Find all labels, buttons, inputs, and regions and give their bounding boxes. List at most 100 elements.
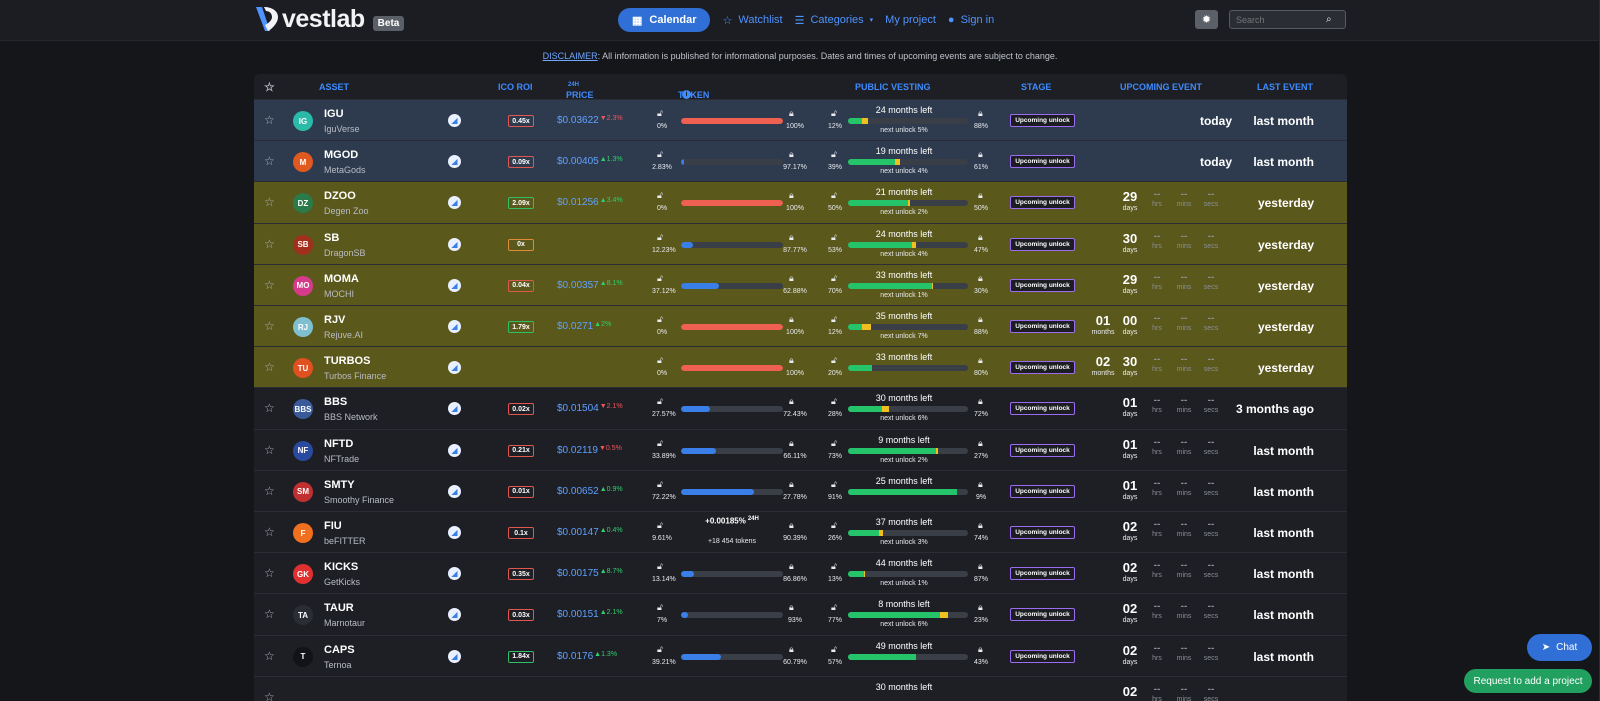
chart-link-icon[interactable]: ◢ [448, 443, 461, 457]
vesting-months-left: 49 months left [875, 640, 933, 651]
token-symbol[interactable]: TAUR [324, 602, 354, 615]
token-symbol[interactable]: CAPS [324, 643, 355, 656]
caret-down-icon: ▾ [869, 17, 874, 24]
chart-link-icon[interactable]: ◢ [448, 484, 461, 498]
token-symbol[interactable]: SMTY [324, 478, 355, 491]
watchlist-star-icon[interactable]: ☆ [264, 319, 275, 333]
upcoming-countdown: 30 days -- hrs -- mins -- secs [1090, 231, 1250, 261]
token-symbol[interactable]: RJV [324, 314, 346, 326]
chart-link-icon[interactable]: ◢ [448, 320, 461, 333]
table-row[interactable]: ☆ IG IGU IguVerse ◢ 0.45x $0.03622▼2.3% 🔓︎ 0% 🔒︎ 1… [254, 99, 1347, 141]
token-logo: TA [293, 605, 313, 626]
table-row[interactable]: ☆ TU TURBOS Turbos Finance ◢ 🔓︎ 0% 🔒︎ 100% 🔓︎ 20% 3… [254, 346, 1347, 389]
watchlist-star-icon[interactable]: ☆ [264, 566, 275, 581]
chart-link-icon[interactable]: ◢ [448, 196, 461, 210]
header-ico-roi[interactable]: ICO ROI [498, 82, 533, 92]
table-row[interactable]: ☆ M MGOD MetaGods ◢ 0.09x $0.00405▲1.3% 🔓︎ 2.83%… [254, 140, 1347, 183]
token-symbol[interactable]: BBS [324, 396, 348, 409]
chart-link-icon[interactable]: ◢ [448, 402, 461, 416]
countdown-value: 30 [1122, 230, 1138, 246]
table-row[interactable]: ☆ NF NFTD NFTrade ◢ 0.21x $0.02119▼0.5% 🔓︎ 33.89… [254, 428, 1347, 471]
table-row[interactable]: ☆ SB SB DragonSB ◢ 0x 🔓︎ 12.23% 🔒︎ 87.77% 🔓︎ 53% 24 … [254, 222, 1347, 265]
token-symbol[interactable]: SB [324, 231, 340, 244]
request-project-button[interactable]: Request to add a project [1464, 669, 1592, 693]
nav-categories[interactable]: ☰ Categories ▾ [795, 14, 874, 27]
unlocked-percent: 39.21% [652, 658, 676, 666]
nav-watchlist[interactable]: ☆ Watchlist [722, 14, 782, 27]
chart-link-icon[interactable]: ◢ [448, 155, 461, 169]
table-row[interactable]: ☆ F FIU beFITTER ◢ 0.1x $0.00147▲0.4% 🔓︎ 9.61% +0… [254, 511, 1347, 553]
info-icon[interactable]: i [682, 90, 691, 99]
nav-sign-in[interactable]: ● Sign in [948, 14, 994, 26]
countdown-label: hrs [1152, 695, 1162, 701]
countdown-label: secs [1203, 366, 1219, 374]
nav-calendar[interactable]: ▦ Calendar [618, 8, 711, 32]
chat-button[interactable]: ➤ Chat [1527, 634, 1592, 661]
header-stage[interactable]: STAGE [1021, 82, 1052, 92]
watchlist-star-icon[interactable]: ☆ [264, 360, 275, 375]
countdown-value: 01 [1122, 395, 1138, 411]
chart-link-icon[interactable]: ◢ [448, 567, 461, 581]
token-symbol[interactable]: FIU [324, 520, 342, 532]
nav-my-project[interactable]: My project [885, 14, 936, 26]
header-price[interactable]: PRICE 24H [566, 82, 594, 100]
watchlist-star-icon[interactable]: ☆ [264, 648, 275, 663]
table-row[interactable]: ☆ BBS BBS BBS Network ◢ 0.02x $0.01504▼2.1% 🔓︎ 2… [254, 387, 1347, 430]
token-symbol[interactable]: DZOO [324, 190, 356, 203]
watchlist-star-icon[interactable]: ☆ [264, 277, 275, 292]
countdown-value: -- [1207, 477, 1215, 489]
table-row[interactable]: ☆ TA TAUR Marnotaur ◢ 0.03x $0.00151▲2.1% 🔓︎ 7% 🔒… [254, 593, 1347, 636]
table-row[interactable]: ☆ DZ DZOO Degen Zoo ◢ 2.09x $0.01256▲3.4% 🔓︎ 0% 🔒… [254, 181, 1347, 224]
search-icon[interactable]: ⌕ [1326, 14, 1332, 25]
token-symbol[interactable]: MGOD [324, 149, 359, 162]
chart-link-icon[interactable]: ◢ [448, 114, 461, 127]
watchlist-star-icon[interactable]: ☆ [264, 154, 275, 169]
upcoming-countdown: 02 days -- hrs -- mins -- secs [1090, 519, 1250, 549]
chart-link-icon[interactable]: ◢ [448, 526, 461, 539]
watchlist-star-icon[interactable]: ☆ [264, 442, 275, 457]
token-symbol[interactable]: MOMA [324, 272, 359, 285]
table-row[interactable]: ☆ MO MOMA MOCHI ◢ 0.04x $0.00357▲8.1% 🔓︎ 37.12% 🔒… [254, 263, 1347, 306]
chart-link-icon[interactable]: ◢ [448, 361, 461, 375]
header-upcoming-event[interactable]: UPCOMING EVENT [1120, 82, 1203, 92]
watchlist-star-icon[interactable]: ☆ [264, 525, 275, 539]
countdown-value: -- [1180, 560, 1188, 572]
watchlist-star-icon[interactable]: ☆ [264, 689, 275, 701]
countdown-unit: -- hrs [1144, 601, 1170, 620]
table-row[interactable]: ☆ RJ RJV Rejuve.AI ◢ 1.79x $0.0271▲2% 🔓︎ 0% 🔒︎ 100… [254, 305, 1347, 347]
table-row[interactable]: ☆ 30 months left 02 -- hrs -- mins -- secs [254, 675, 1347, 701]
table-row[interactable]: ☆ GK KICKS GetKicks ◢ 0.35x $0.00175▲8.7% 🔓︎ 13.… [254, 552, 1347, 595]
countdown-value: -- [1207, 436, 1215, 448]
settings-button[interactable]: ✹ [1195, 10, 1218, 29]
watchlist-star-icon[interactable]: ☆ [264, 401, 275, 416]
header-last-event[interactable]: LAST EVENT [1257, 82, 1314, 92]
token-symbol[interactable]: NFTD [324, 437, 354, 450]
watchlist-star-icon[interactable]: ☆ [264, 195, 275, 210]
table-row[interactable]: ☆ T CAPS Ternoa ◢ 1.84x $0.0176▲1.3% 🔓︎ 39.21% 🔒︎… [254, 634, 1347, 677]
chart-link-icon[interactable]: ◢ [448, 237, 461, 251]
search-input[interactable] [1230, 14, 1326, 25]
token-symbol[interactable]: KICKS [324, 561, 359, 574]
price-value: $0.00147 [557, 527, 599, 538]
token-symbol[interactable]: TURBOS [324, 355, 371, 368]
token-symbol[interactable]: IGU [324, 108, 344, 120]
token-price: $0.00147▲0.4% [557, 527, 623, 538]
chart-link-icon[interactable]: ◢ [448, 649, 461, 663]
watchlist-star-icon[interactable]: ☆ [264, 483, 275, 498]
vestlab-logo[interactable]: vestlab Beta [254, 4, 405, 34]
locked-icon: 🔒︎ [789, 314, 794, 324]
vesting-unlocked-percent: 77% [827, 617, 842, 625]
header-asset[interactable]: ASSET [319, 82, 350, 92]
watchlist-star-icon[interactable]: ☆ [264, 113, 275, 127]
disclaimer-link[interactable]: DISCLAIMER [542, 51, 598, 61]
table-row[interactable]: ☆ SM SMTY Smoothy Finance ◢ 0.01x $0.00652▲0.9… [254, 469, 1347, 512]
countdown-value: -- [1153, 354, 1161, 366]
header-star-icon[interactable]: ☆ [264, 80, 275, 94]
watchlist-star-icon[interactable]: ☆ [264, 236, 275, 251]
token-supply-bar [681, 447, 783, 454]
chart-link-icon[interactable]: ◢ [448, 278, 461, 292]
chart-link-icon[interactable]: ◢ [448, 608, 461, 622]
watchlist-star-icon[interactable]: ☆ [264, 607, 275, 622]
countdown-value: -- [1153, 519, 1161, 530]
header-public-vesting[interactable]: PUBLIC VESTING [855, 82, 931, 92]
